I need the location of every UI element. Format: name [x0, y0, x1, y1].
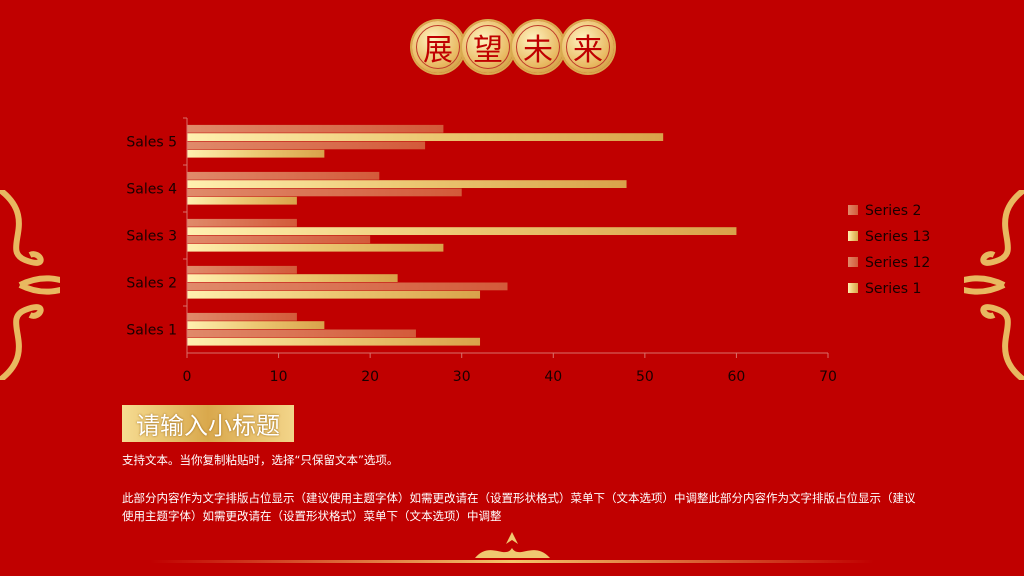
subtitle: 请输入小标题	[122, 405, 294, 442]
category-label: Sales 3	[126, 229, 177, 245]
bar-series-1	[187, 243, 444, 252]
bar-series-2	[187, 171, 380, 180]
title-coin: 来	[562, 21, 614, 73]
bar-series-1	[187, 337, 481, 346]
title-coin: 展	[412, 21, 464, 73]
x-tick-label: 0	[183, 369, 192, 385]
bar-series-13	[187, 227, 737, 235]
paragraph-2: 此部分内容作为文字排版占位显示（建议使用主题字体）如需更改请在（设置形状格式）菜…	[122, 491, 916, 523]
bar-series-12	[187, 329, 416, 338]
x-tick-label: 10	[270, 369, 288, 385]
x-tick-label: 20	[361, 369, 379, 385]
bar-series-13	[187, 274, 398, 282]
bottom-glow-line	[150, 560, 874, 563]
paragraph-1: 支持文本。当你复制粘贴时，选择“只保留文本”选项。	[122, 453, 399, 467]
bar-series-13	[187, 180, 627, 188]
legend-swatch	[848, 257, 858, 267]
bar-series-2	[187, 312, 297, 321]
x-tick-label: 70	[819, 369, 837, 385]
bar-series-2	[187, 124, 444, 133]
bottom-ornament-icon	[475, 532, 550, 558]
bar-series-2	[187, 218, 297, 227]
ornament-right-icon	[964, 190, 1024, 380]
legend-swatch	[848, 205, 858, 215]
ornament-left-icon	[0, 190, 60, 380]
bar-chart: Sales 1 Sales 2 Sales 3 Sales 4 Sales 5 0 10 20…	[126, 117, 930, 385]
legend-label: Series 12	[865, 255, 930, 271]
bar-series-1	[187, 290, 481, 299]
bar-series-1	[187, 196, 297, 205]
legend-swatch	[848, 231, 858, 241]
bar-series-12	[187, 282, 508, 291]
x-tick-label: 50	[636, 369, 654, 385]
bar-series-12	[187, 188, 462, 197]
category-label: Sales 2	[126, 276, 177, 292]
x-tick-label: 60	[728, 369, 746, 385]
page-title: 展 望 未 来	[412, 21, 614, 73]
bar-series-13	[187, 133, 664, 141]
bar-series-2	[187, 265, 297, 274]
x-tick-label: 40	[544, 369, 562, 385]
bar-series-12	[187, 235, 371, 244]
legend-swatch	[848, 283, 858, 293]
bar-series-1	[187, 149, 325, 158]
x-tick-label: 30	[453, 369, 471, 385]
category-label: Sales 5	[126, 135, 177, 151]
category-label: Sales 1	[126, 323, 177, 339]
legend-label: Series 1	[865, 281, 921, 297]
title-coin: 望	[462, 21, 514, 73]
bar-series-12	[187, 141, 426, 150]
legend-label: Series 13	[865, 229, 930, 245]
legend-label: Series 2	[865, 203, 921, 219]
category-label: Sales 4	[126, 182, 177, 198]
bar-series-13	[187, 321, 325, 329]
title-coin: 未	[512, 21, 564, 73]
